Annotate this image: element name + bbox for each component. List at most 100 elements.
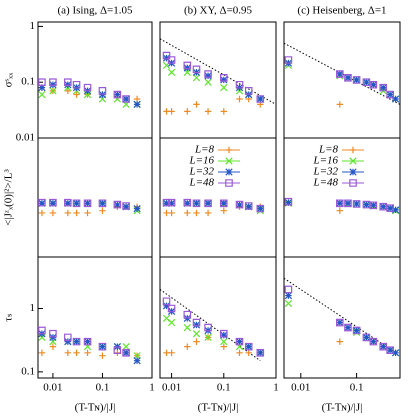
data-point (256, 349, 264, 357)
data-point (220, 76, 228, 84)
data-point (133, 357, 141, 365)
legend-marker (349, 157, 357, 165)
data-point (72, 338, 81, 346)
data-point (386, 90, 394, 99)
data-point (204, 78, 212, 86)
data-point (167, 304, 176, 313)
data-point (64, 87, 72, 95)
data-point (352, 326, 361, 335)
data-point (204, 70, 212, 78)
y-tick-label: 0.1 (21, 365, 35, 377)
data-point (162, 51, 171, 60)
data-point (386, 90, 394, 99)
data-point (84, 209, 91, 217)
y-axis-label: <|Jᶻₓ(0)|²>/L³ (3, 169, 15, 226)
data-point (244, 87, 253, 95)
data-point (167, 199, 176, 207)
data-point (336, 318, 344, 327)
data-point (335, 70, 344, 78)
plot-frame (37, 137, 153, 258)
plot-frame (283, 137, 401, 258)
plot-frame (37, 256, 153, 379)
data-point (84, 349, 91, 356)
x-tick-label: 1 (149, 382, 155, 394)
y-tick-label: 0.01 (16, 132, 35, 144)
data-point (220, 343, 227, 350)
data-point (193, 101, 200, 108)
legend-marker (225, 157, 233, 165)
data-point (369, 338, 378, 346)
data-point (362, 78, 371, 86)
y-tick-label: 1 (30, 302, 36, 314)
data-point (183, 64, 191, 72)
data-point (64, 199, 72, 207)
data-point (113, 200, 122, 209)
data-point (379, 343, 387, 351)
data-point (98, 343, 107, 351)
data-point (336, 199, 344, 207)
data-point (236, 349, 243, 356)
data-point (344, 323, 352, 332)
legend-marker (349, 146, 357, 154)
data-point (352, 76, 361, 84)
data-point (235, 201, 244, 209)
data-point (362, 200, 371, 209)
data-point (192, 321, 201, 329)
data-point (344, 323, 352, 332)
data-point (73, 209, 80, 217)
data-point (336, 70, 344, 78)
legend-marker (225, 179, 233, 187)
data-point (244, 202, 253, 210)
data-point (49, 87, 57, 95)
data-point (379, 203, 387, 211)
data-point (220, 108, 227, 115)
data-point (113, 90, 122, 99)
data-point (38, 326, 46, 335)
data-point (220, 338, 228, 346)
data-point (204, 323, 212, 332)
data-point (168, 209, 175, 217)
data-point (122, 349, 130, 357)
data-point (386, 346, 394, 354)
legend-label: L=32 (188, 166, 214, 178)
data-point (72, 337, 81, 346)
data-point (83, 199, 92, 208)
data-point (98, 199, 107, 207)
legend-marker (349, 179, 357, 187)
data-point (98, 87, 107, 95)
data-point (167, 198, 176, 207)
x-tick-label: 0.01 (162, 382, 181, 394)
data-point (284, 291, 293, 300)
data-point (162, 297, 171, 306)
data-point (83, 338, 92, 346)
data-point (256, 95, 265, 103)
data-point (369, 201, 378, 209)
plot-frame (283, 256, 401, 379)
data-point (235, 80, 244, 89)
data-point (184, 343, 191, 350)
data-point (369, 80, 378, 89)
data-point (219, 199, 228, 208)
data-point (162, 199, 171, 207)
data-point (192, 199, 201, 207)
data-point (64, 333, 72, 342)
data-point (64, 198, 72, 207)
data-point (184, 108, 191, 115)
x-tick-label: 1 (273, 382, 279, 394)
data-point (204, 199, 212, 207)
data-point (162, 302, 171, 310)
legend-marker (225, 168, 233, 176)
data-point (72, 80, 81, 89)
legend-label: L=32 (312, 166, 338, 178)
data-point (386, 204, 394, 213)
data-point (204, 72, 212, 80)
data-point (235, 337, 244, 346)
data-point (220, 199, 228, 207)
data-point (49, 78, 57, 87)
x-axis-label: (T-Tɴ)/|J| (198, 402, 239, 414)
data-point (369, 81, 378, 89)
plot-frame (37, 21, 153, 139)
data-point (344, 199, 352, 207)
data-point (72, 199, 81, 208)
data-point (335, 199, 344, 208)
